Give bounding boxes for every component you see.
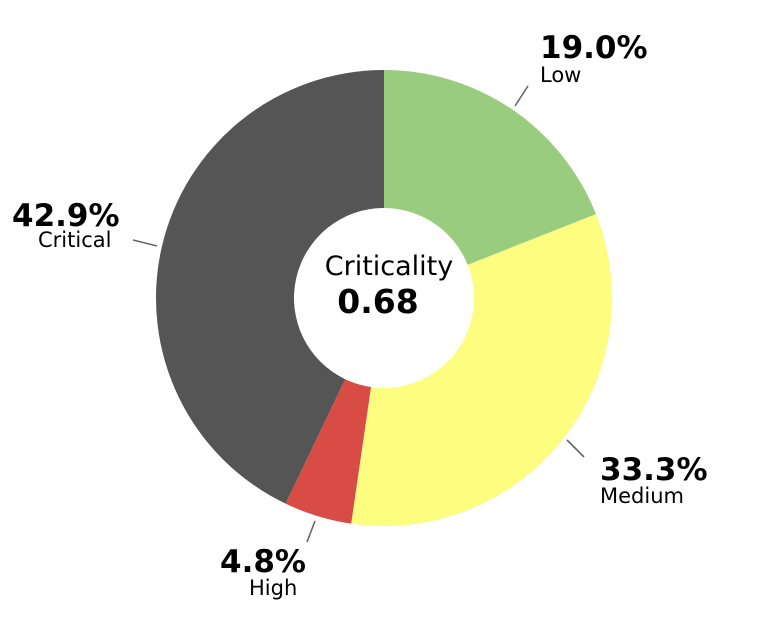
percent-label-medium: 33.3% bbox=[600, 452, 708, 488]
leader-line-high bbox=[306, 520, 316, 543]
percent-label-high: 4.8% bbox=[220, 544, 306, 580]
slice-low bbox=[384, 70, 596, 265]
category-label-low: Low bbox=[540, 63, 581, 87]
leader-line-medium bbox=[566, 439, 585, 458]
category-label-critical: Critical bbox=[38, 228, 111, 252]
leader-line-critical bbox=[132, 239, 158, 247]
leader-lines bbox=[132, 85, 585, 543]
slice-critical bbox=[155, 70, 384, 504]
center-label: Criticality bbox=[325, 251, 454, 282]
category-label-medium: Medium bbox=[600, 484, 684, 508]
category-label-high: High bbox=[249, 576, 297, 600]
slice-labels: 19.0%Low 33.3%Medium 4.8%High 42.9%Critical bbox=[12, 30, 708, 600]
leader-line-low bbox=[514, 85, 529, 107]
slice-medium bbox=[351, 214, 612, 526]
percent-label-low: 19.0% bbox=[540, 30, 648, 66]
percent-label-critical: 42.9% bbox=[12, 198, 120, 234]
donut-slices bbox=[155, 70, 612, 526]
slice-high bbox=[285, 379, 372, 524]
center-value: 0.68 bbox=[337, 282, 418, 321]
